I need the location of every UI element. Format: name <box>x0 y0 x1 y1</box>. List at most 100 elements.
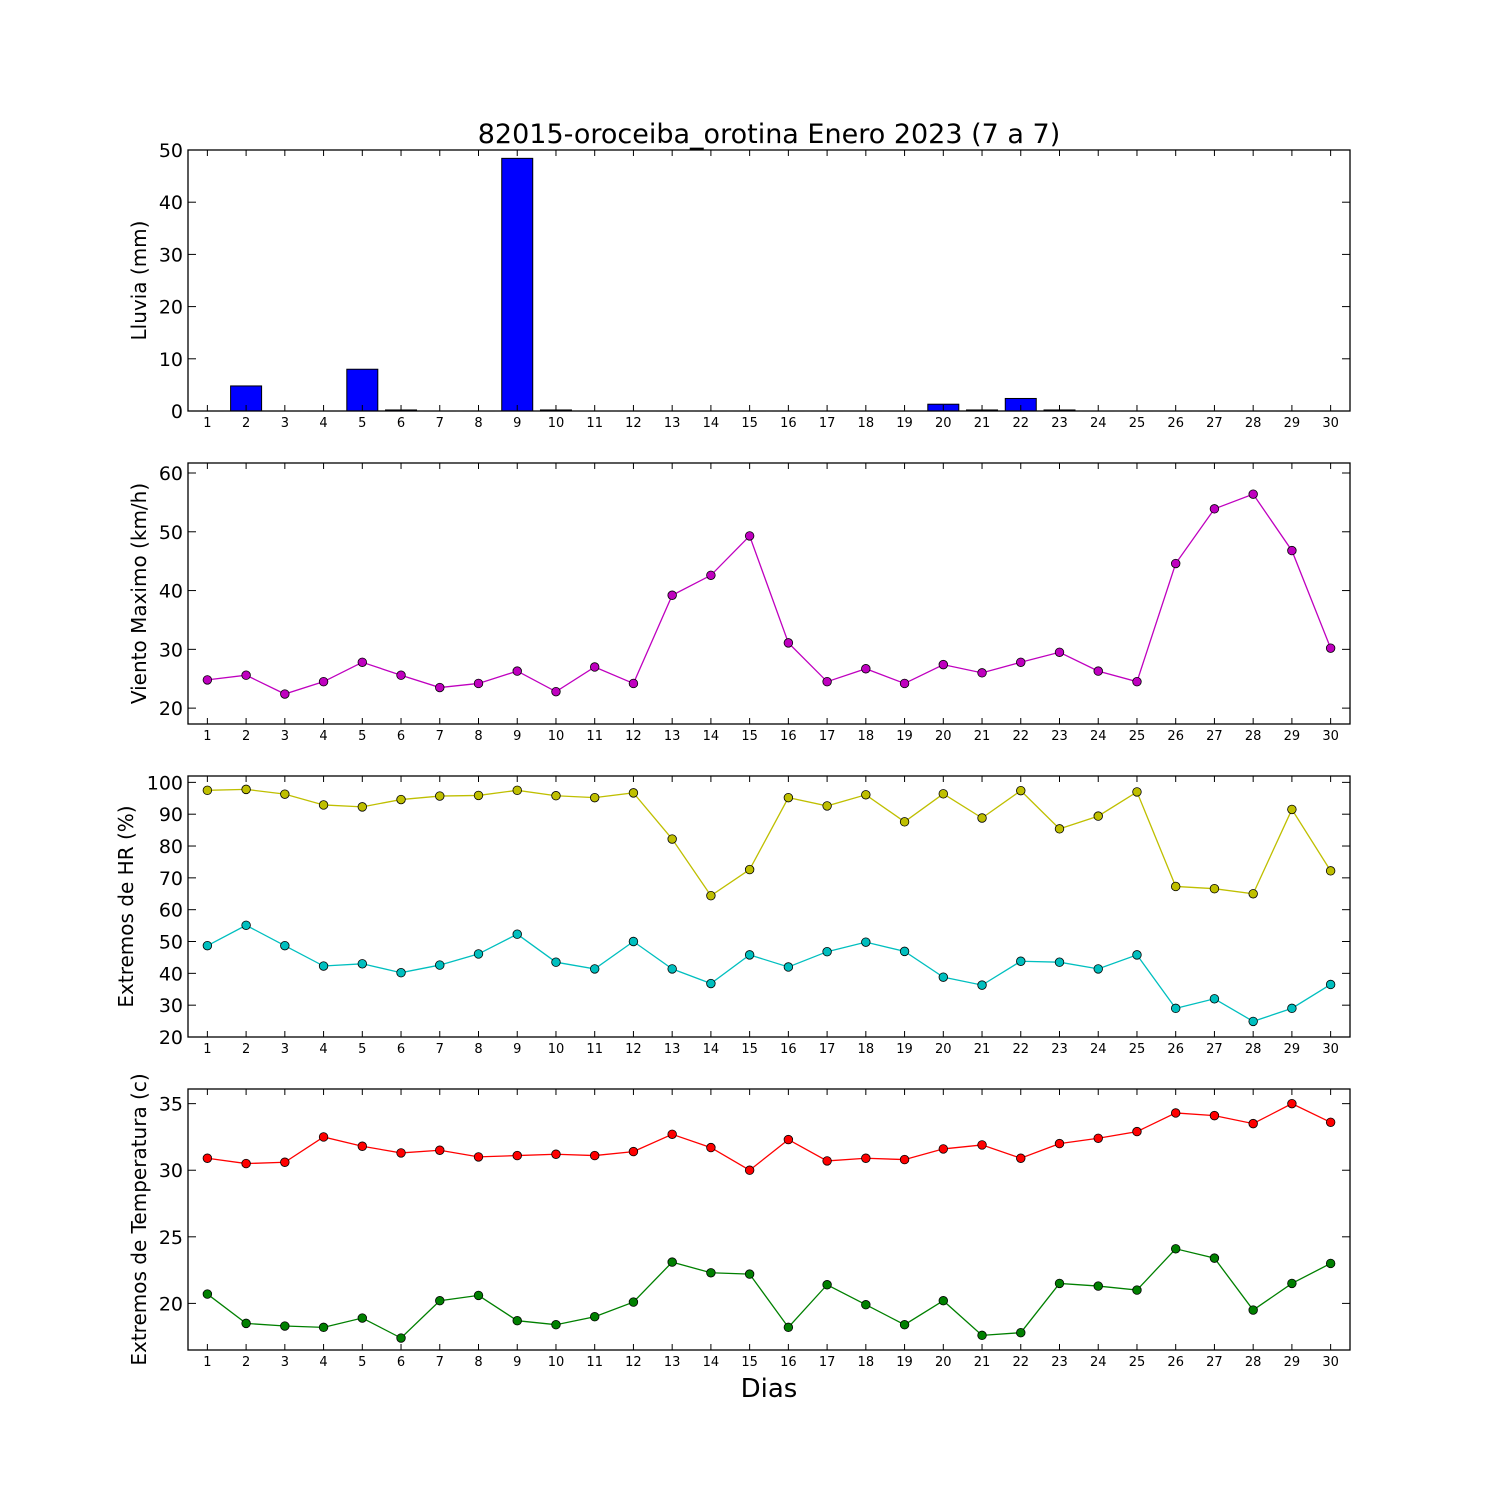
temperature-y-tick-label: 25 <box>159 1227 183 1249</box>
temperature-series-2-point-day-8 <box>473 1290 484 1301</box>
wind-x-tick-label: 8 <box>474 729 482 744</box>
humidity-series-1-point-day-4 <box>318 800 329 810</box>
wind-series-1-point-day-17 <box>822 676 832 687</box>
wind-x-tick-label: 24 <box>1090 729 1107 744</box>
temperature-series-2-point-day-11 <box>590 1312 600 1322</box>
wind-series-1-point-day-15 <box>744 531 755 541</box>
humidity-x-tick-label: 28 <box>1245 1042 1262 1057</box>
humidity-series-1-point-day-10 <box>551 791 561 801</box>
wind-series-1-point-day-16 <box>783 638 794 648</box>
rain-x-tick-label: 16 <box>780 416 797 431</box>
wind-y-axis-label: Viento Maximo (km/h) <box>127 483 151 704</box>
wind-x-tick-label: 10 <box>548 729 565 744</box>
humidity-series-1-point-day-11 <box>590 792 600 803</box>
wind-series-1-point-day-7 <box>435 682 445 693</box>
humidity-series-2-point-day-12 <box>628 936 639 947</box>
rain-x-tick-label: 23 <box>1051 416 1068 431</box>
temperature-series-2-point-day-10 <box>551 1319 561 1330</box>
temperature-x-tick-label: 26 <box>1167 1355 1184 1370</box>
wind-x-tick-label: 3 <box>281 729 289 744</box>
humidity-axes-frame <box>187 775 1351 1038</box>
temperature-x-tick-label: 5 <box>358 1355 366 1370</box>
temperature-y-tick-label: 20 <box>159 1293 183 1315</box>
temperature-x-tick-label: 9 <box>513 1355 521 1370</box>
temperature-series-1-point-day-4 <box>318 1132 329 1142</box>
humidity-series-2-point-day-16 <box>783 962 794 972</box>
humidity-x-tick-label: 23 <box>1051 1042 1068 1057</box>
temperature-x-tick-label: 23 <box>1051 1355 1068 1370</box>
temperature-series-1-point-day-27 <box>1209 1110 1220 1121</box>
wind-x-tick-label: 6 <box>397 729 405 744</box>
wind-series-1-point-day-3 <box>280 689 290 699</box>
humidity-series-1-point-day-29 <box>1287 804 1297 815</box>
humidity-y-axis-label: Extremos de HR (%) <box>114 805 138 1007</box>
temperature-x-tick-label: 18 <box>858 1355 875 1370</box>
wind-y-tick-label: 30 <box>159 639 183 661</box>
temperature-series-1-point-day-17 <box>822 1156 832 1166</box>
humidity-series-2-point-day-9 <box>512 929 522 939</box>
humidity-series-2-point-day-13 <box>667 964 677 974</box>
wind-x-tick-label: 19 <box>896 729 913 744</box>
temperature-series-2-point-day-30 <box>1325 1258 1336 1269</box>
temperature-x-tick-label: 16 <box>780 1355 797 1370</box>
humidity-x-tick-label: 29 <box>1284 1042 1301 1057</box>
humidity-series-1-point-day-5 <box>357 802 368 812</box>
rain-x-tick-label: 19 <box>896 416 913 431</box>
rain-bar-day-9 <box>501 157 534 412</box>
wind-series-1-line <box>207 493 1332 695</box>
temperature-x-tick-label: 13 <box>664 1355 681 1370</box>
wind-series-1-point-day-4 <box>318 676 329 687</box>
wind-x-tick-label: 16 <box>780 729 797 744</box>
temperature-series-1-point-day-12 <box>628 1146 639 1157</box>
temperature-series-1-point-day-29 <box>1287 1098 1297 1109</box>
wind-series-1-point-day-14 <box>706 570 716 580</box>
wind-x-tick-label: 12 <box>625 729 642 744</box>
humidity-series-2-point-day-19 <box>899 946 910 957</box>
humidity-x-tick-label: 20 <box>935 1042 952 1057</box>
humidity-series-2-point-day-4 <box>318 961 329 971</box>
humidity-x-tick-label: 21 <box>974 1042 991 1057</box>
temperature-y-tick-label: 35 <box>159 1094 183 1116</box>
wind-series-1-point-day-10 <box>551 686 561 697</box>
temperature-series-2-point-day-13 <box>667 1257 677 1267</box>
rain-x-tick-label: 14 <box>703 416 720 431</box>
humidity-series-1-point-day-12 <box>628 788 639 798</box>
humidity-y-tick-label: 20 <box>159 1027 183 1049</box>
humidity-x-tick-label: 12 <box>625 1042 642 1057</box>
temperature-series-1-point-day-7 <box>435 1145 445 1155</box>
rain-x-tick-label: 27 <box>1206 416 1223 431</box>
humidity-y-tick-label: 40 <box>159 963 183 985</box>
rain-x-tick-label: 8 <box>474 416 482 431</box>
temperature-series-1-point-day-19 <box>899 1154 910 1165</box>
humidity-x-tick-label: 18 <box>858 1042 875 1057</box>
humidity-series-2-point-day-22 <box>1016 956 1026 966</box>
temperature-series-1-point-day-16 <box>783 1134 794 1145</box>
wind-x-tick-label: 25 <box>1129 729 1146 744</box>
humidity-x-tick-label: 4 <box>319 1042 327 1057</box>
temperature-series-2-point-day-27 <box>1209 1253 1220 1263</box>
temperature-series-1-point-day-28 <box>1248 1118 1258 1129</box>
temperature-y-axis-label: Extremos de Temperatura (c) <box>127 1073 151 1365</box>
humidity-y-tick-label: 60 <box>159 900 183 922</box>
wind-series-1-point-day-12 <box>628 678 639 689</box>
humidity-series-1-point-day-19 <box>899 817 910 827</box>
rain-x-tick-label: 1 <box>203 416 211 431</box>
wind-x-tick-label: 17 <box>819 729 836 744</box>
wind-series-1-point-day-11 <box>590 662 600 672</box>
temperature-x-tick-label: 14 <box>703 1355 720 1370</box>
temperature-x-tick-label: 29 <box>1284 1355 1301 1370</box>
humidity-x-tick-label: 26 <box>1167 1042 1184 1057</box>
humidity-series-1-line <box>207 788 1332 897</box>
temperature-x-tick-label: 7 <box>436 1355 444 1370</box>
humidity-series-1-point-day-1 <box>202 785 213 796</box>
humidity-x-tick-label: 11 <box>586 1042 603 1057</box>
humidity-x-tick-label: 30 <box>1322 1042 1339 1057</box>
rain-y-axis-label: Lluvia (mm) <box>127 221 151 341</box>
wind-series-1-point-day-30 <box>1325 643 1336 653</box>
wind-y-tick-label: 40 <box>159 581 183 603</box>
humidity-series-2-point-day-5 <box>357 959 368 969</box>
temperature-x-tick-label: 24 <box>1090 1355 1107 1370</box>
wind-series-1-point-day-22 <box>1016 657 1026 667</box>
